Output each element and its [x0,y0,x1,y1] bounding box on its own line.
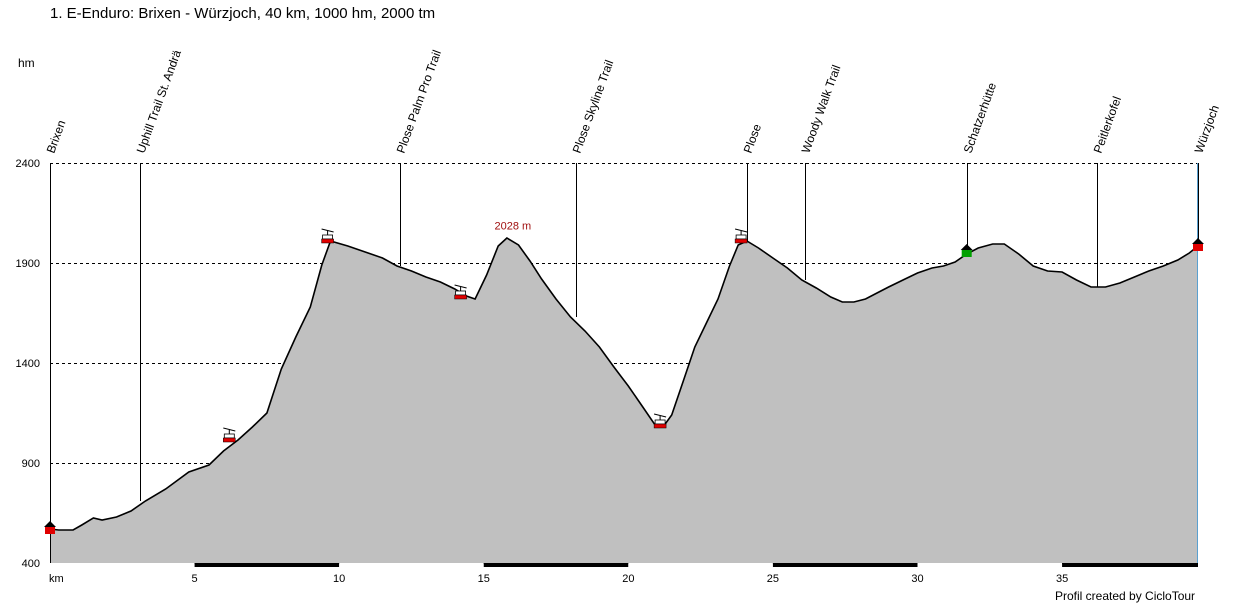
house-red-marker [44,521,56,534]
y-tick-label: 400 [22,558,40,570]
poi-label: Plose Palm Pro Trail [394,48,444,155]
x-tick-label: 5 [192,573,198,585]
km-scale-segment [628,563,773,567]
marker-body [1193,244,1203,251]
x-tick-labels: km 5 10 15 20 25 30 35 [49,573,1068,585]
km-scale-segment [772,563,918,567]
km-scale-segment [917,563,1063,567]
x-axis-unit: km [49,573,64,585]
poi-label: Plose [741,122,765,155]
cable-cabin-top [735,234,747,240]
y-tick-label: 900 [22,458,40,470]
credit-text: Profil created by CicloTour [1055,589,1196,603]
cable-car-icon [454,284,467,300]
poi-label: Plose Skyline Trail [570,58,617,155]
km-scale-bar [50,563,1198,567]
km-scale-segment [50,563,195,567]
km-scale-segment [194,563,340,567]
marker-body [961,250,972,257]
cable-line [653,413,667,418]
poi-label: Schatzerhütte [961,80,1000,155]
cable-cabin-base [454,294,467,300]
marker-roof [1192,238,1204,244]
x-tick-label: 20 [622,573,634,585]
place-markers [44,238,1204,534]
elevation-area [50,238,1198,563]
km-scale-segment [1062,563,1198,567]
cable-cabin-top [654,419,666,425]
cable-car-icon [223,427,236,443]
annotations: 2028 m [495,220,532,232]
cable-cabin-top [223,433,235,439]
y-tick-label: 1900 [16,258,40,270]
marker-body [45,527,55,534]
y-tick-label: 1400 [16,358,40,370]
cable-cabin-base [653,423,667,429]
house-red-marker [1192,238,1204,251]
cable-car-icon [734,228,748,244]
chart-title: 1. E-Enduro: Brixen - Würzjoch, 40 km, 1… [50,5,436,22]
cable-line [321,228,334,233]
x-tick-label: 15 [478,573,490,585]
marker-roof [44,521,56,527]
poi-label: Würzjoch [1192,103,1222,155]
house-green-marker [960,244,973,257]
poi-labels: Brixen Uphill Trail St. Andrä Plose Palm P… [44,48,1222,155]
poi-label: Brixen [44,118,69,155]
km-scale-segment [483,563,629,567]
y-axis-unit: hm [18,56,35,70]
cable-car-icon [321,228,334,244]
poi-label: Woody Walk Trail [799,63,844,155]
y-tick-label: 2400 [16,158,40,170]
cable-line [223,427,236,432]
marker-roof [960,244,973,250]
x-tick-label: 25 [767,573,779,585]
cable-cabin-base [321,238,334,244]
x-tick-label: 35 [1056,573,1068,585]
y-tick-labels: 400 900 1400 1900 2400 [16,158,40,570]
peak-annotation: 2028 m [495,220,532,232]
cable-cabin-top [455,290,467,296]
cable-cabin-top [322,234,334,240]
poi-label: Uphill Trail St. Andrä [134,48,184,155]
cable-car-icon [653,413,667,429]
poi-label: Peitlerkofel [1091,94,1124,155]
cable-car-icons [223,228,748,443]
elevation-line [49,237,1199,531]
cable-line [454,284,467,289]
cable-cabin-base [734,238,748,244]
cable-line [734,228,748,233]
x-tick-label: 30 [911,573,923,585]
x-tick-label: 10 [333,573,345,585]
km-scale-segment [339,563,484,567]
cable-cabin-base [223,437,236,443]
